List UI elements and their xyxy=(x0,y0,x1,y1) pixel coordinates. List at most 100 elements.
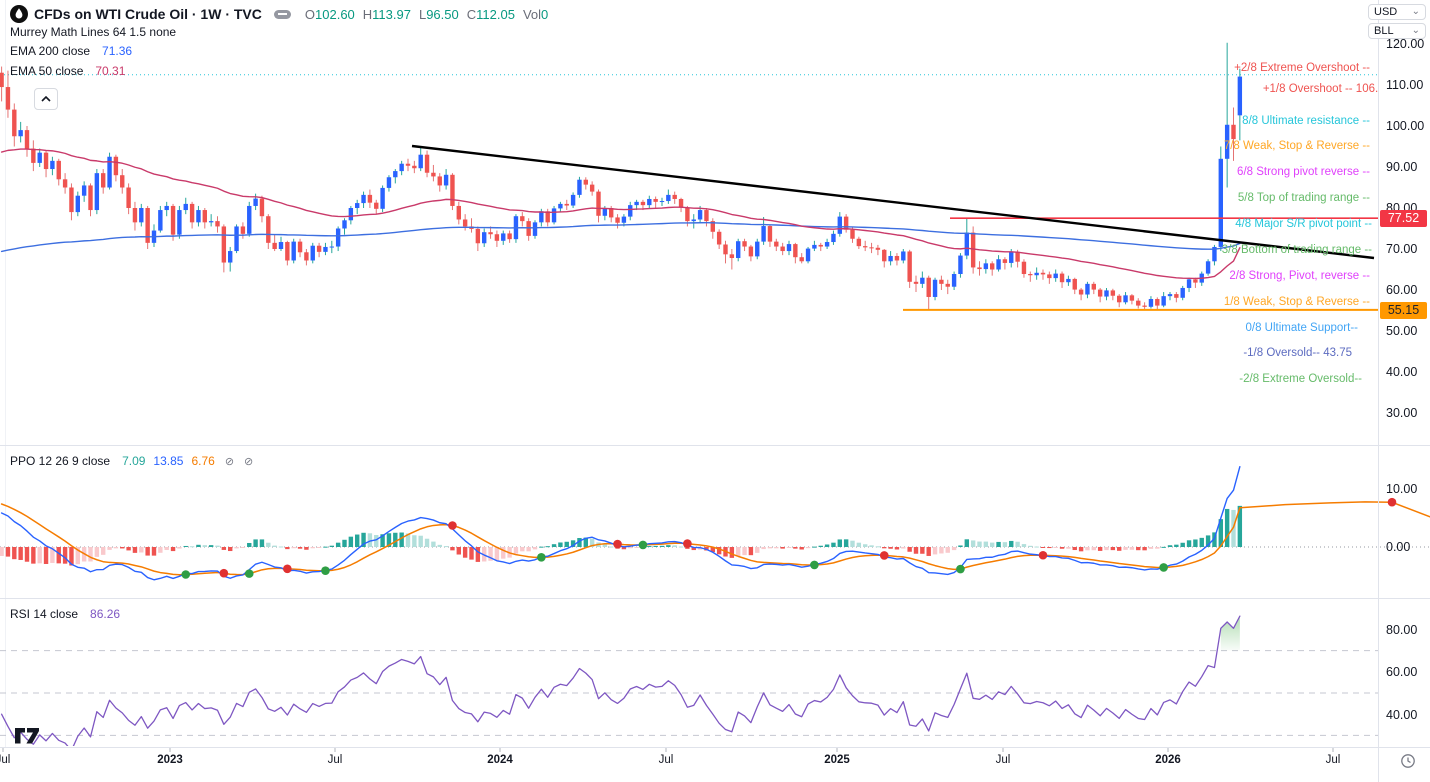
ppo-cross-up-dot xyxy=(537,552,546,562)
ppo-line xyxy=(0,465,1241,581)
chevron-down-icon: ⌄ xyxy=(1411,25,1420,36)
axis-time-label: 2024 xyxy=(487,754,513,766)
ohlc-values: O102.60 H113.97 L96.50 C112.05 Vol0 xyxy=(304,6,549,22)
axis-price-label: 60.00 xyxy=(1386,665,1418,679)
murrey-legend-label: Murrey Math Lines 64 1.5 none xyxy=(10,25,177,39)
axis-time-label: Jul xyxy=(327,754,343,766)
ppo-cross-down-dot xyxy=(283,564,292,574)
axis-price-label: 30.00 xyxy=(1386,406,1418,420)
ema200-legend-row[interactable]: EMA 200 close 71.36 xyxy=(10,44,132,58)
axis-price-label: 120.00 xyxy=(1386,37,1425,51)
zero-cross-icon-2[interactable]: ⊘ xyxy=(244,455,254,468)
axis-price-label: 80.00 xyxy=(1386,623,1418,637)
axis-price-label: 0.00 xyxy=(1386,540,1411,554)
open-value: 102.60 xyxy=(315,6,355,22)
ppo-cross-down-dot xyxy=(1038,550,1048,560)
ppo-legend-label: PPO 12 26 9 close xyxy=(10,454,111,468)
ppo-cross-up-dot xyxy=(638,540,648,550)
zero-cross-icon[interactable]: ⊘ xyxy=(224,455,235,468)
murrey-level-label: +2/8 Extreme Overshoot -- xyxy=(1234,62,1370,74)
axis-price-label: 90.00 xyxy=(1386,160,1418,174)
price-badge: 77.52 xyxy=(1380,209,1427,227)
ppo-cross-down-dot xyxy=(879,551,889,560)
low-value: 96.50 xyxy=(426,6,459,22)
axis-price-label: 50.00 xyxy=(1386,324,1418,338)
murrey-labels-overlay: +2/8 Extreme Overshoot -- +1/8 Overshoot … xyxy=(900,30,1378,442)
axis-time-label: Jul xyxy=(995,754,1011,766)
ema50-legend-label: EMA 50 close xyxy=(10,64,84,78)
time-axis[interactable]: Jul 2023 Jul 2024 Jul 2025 Jul 2026 Jul xyxy=(0,748,1430,782)
ppo-extension-dot xyxy=(1387,497,1397,507)
rsi-legend-value: 86.26 xyxy=(90,607,121,621)
axis-time-label: Jul xyxy=(0,754,11,766)
ppo-line-value: 13.85 xyxy=(153,454,184,468)
price-axis[interactable]: 120.00 110.00 100.00 90.00 80.00 70.00 60.00 50… xyxy=(1378,0,1430,747)
ppo-signal-extension xyxy=(1239,501,1430,518)
ppo-cross-up-dot xyxy=(810,560,819,570)
murrey-level-label: 6/8 Strong pivot reverse -- xyxy=(1237,166,1370,178)
murrey-level-label: +1/8 Overshoot -- 106.25 xyxy=(1262,83,1378,95)
rsi-line xyxy=(0,615,1241,746)
collapse-symbol-button[interactable] xyxy=(273,9,291,19)
ema50-legend-value: 70.31 xyxy=(95,64,126,78)
chevron-down-icon: ⌄ xyxy=(1411,6,1420,17)
candles xyxy=(0,42,1243,310)
ppo-cross-up-dot xyxy=(244,569,254,578)
ppo-signal-line xyxy=(0,503,1241,576)
axis-price-label: 110.00 xyxy=(1386,78,1424,92)
murrey-level-label: 2/8 Strong, Pivot, reverse -- xyxy=(1229,270,1370,282)
axis-time-label: 2023 xyxy=(157,754,183,766)
oil-drop-icon xyxy=(10,5,28,23)
ppo-cross-down-dot xyxy=(683,539,692,548)
timezone-clock-icon[interactable] xyxy=(1400,753,1416,769)
ppo-pane xyxy=(0,465,1430,581)
unit-select-value: BLL xyxy=(1374,25,1394,37)
currency-select-value: USD xyxy=(1374,6,1398,18)
close-value: 112.05 xyxy=(476,6,515,22)
axis-price-label: 40.00 xyxy=(1386,708,1418,722)
ppo-legend-row[interactable]: PPO 12 26 9 close 7.09 13.85 6.76 ⊘ ⊘ xyxy=(10,454,253,468)
currency-select[interactable]: USD ⌄ xyxy=(1368,4,1426,20)
collapse-legend-button[interactable] xyxy=(34,88,58,110)
murrey-level-label: 0/8 Ultimate Support-- xyxy=(1245,322,1359,334)
axis-price-label: 70.00 xyxy=(1386,242,1418,256)
unit-select[interactable]: BLL ⌄ xyxy=(1368,23,1426,39)
murrey-level-label: -2/8 Extreme Oversold-- xyxy=(1239,373,1362,385)
axis-time-label: Jul xyxy=(658,754,674,766)
tradingview-logo[interactable] xyxy=(14,727,42,745)
murrey-level-label: 5/8 Top of trading range -- xyxy=(1237,192,1370,204)
price-badge: 55.15 xyxy=(1380,301,1427,319)
ppo-cross-up-dot xyxy=(1159,563,1168,572)
axis-time-label: 2025 xyxy=(824,754,850,766)
ppo-hist-value: 7.09 xyxy=(122,454,146,468)
ppo-cross-down-dot xyxy=(613,539,622,549)
axis-price-label: 40.00 xyxy=(1386,365,1418,379)
ema50-line xyxy=(0,148,1241,280)
murrey-level-label: 4/8 Major S/R pivot point -- xyxy=(1235,218,1372,230)
ppo-cross-up-dot xyxy=(181,570,191,579)
ppo-cross-up-dot xyxy=(321,566,330,575)
rsi-legend-label: RSI 14 close xyxy=(10,607,79,621)
murrey-level-label: -1/8 Oversold-- 43.75 xyxy=(1243,347,1352,359)
axis-price-label: 60.00 xyxy=(1386,283,1418,297)
ppo-cross-up-dot xyxy=(956,564,965,574)
axis-price-label: 100.00 xyxy=(1386,119,1425,133)
murrey-legend-row[interactable]: Murrey Math Lines 64 1.5 none xyxy=(10,25,176,39)
currency-unit-panel: USD ⌄ BLL ⌄ xyxy=(1368,4,1426,39)
symbol-title[interactable]: CFDs on WTI Crude Oil · 1W · TVC xyxy=(34,6,262,22)
symbol-legend-row: CFDs on WTI Crude Oil · 1W · TVC O102.60… xyxy=(10,5,548,23)
chevron-up-icon xyxy=(41,96,51,102)
murrey-level-label: 8/8 Ultimate resistance -- xyxy=(1242,115,1370,127)
main-price-pane xyxy=(0,42,1378,311)
rsi-pane xyxy=(0,615,1378,746)
murrey-level-label: 3/8 Bottom of trading range -- xyxy=(1221,244,1372,256)
rsi-legend-row[interactable]: RSI 14 close 86.26 xyxy=(10,607,120,621)
descending-trendline xyxy=(411,144,1375,260)
axis-time-label: 2026 xyxy=(1155,754,1181,766)
axis-price-label: 10.00 xyxy=(1386,482,1418,496)
ema200-line xyxy=(0,222,1241,253)
ppo-signal-value: 6.76 xyxy=(191,454,215,468)
ema50-legend-row[interactable]: EMA 50 close 70.31 xyxy=(10,64,125,78)
